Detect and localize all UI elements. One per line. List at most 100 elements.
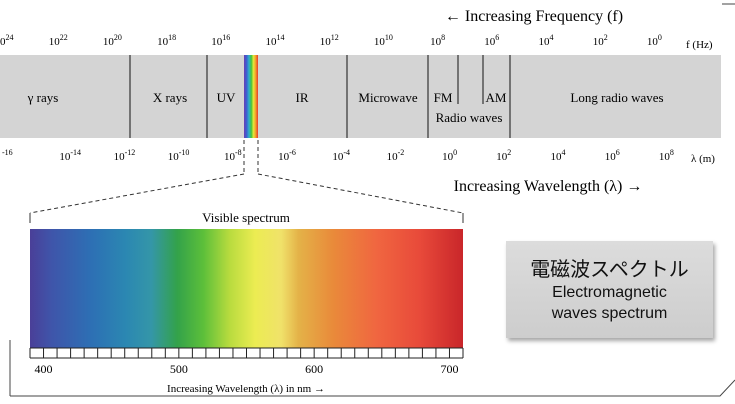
frequency-tick-label-base: 10	[430, 36, 442, 48]
frequency-tick-label-exp: 8	[441, 33, 445, 42]
band-label-xray: X rays	[153, 90, 187, 105]
frequency-tick-label-exp: 10	[385, 33, 393, 42]
wavelength-tick-label: 104	[551, 148, 566, 163]
frequency-tick-label-base: 10	[103, 36, 115, 48]
zoom-lines	[29, 140, 464, 214]
wavelength-tick-label: 10-4	[332, 148, 350, 163]
wavelength-tick-label: 108	[659, 148, 674, 163]
frequency-tick-label: 108	[430, 33, 445, 48]
wavelength-tick-label: 102	[496, 148, 511, 163]
band-label-am: AM	[486, 90, 507, 105]
band-label-gamma: γ rays	[27, 90, 59, 105]
frequency-tick-label-base: 10	[320, 36, 332, 48]
frequency-tick-label-exp: 22	[60, 33, 68, 42]
visible-tick-label: 400	[35, 362, 53, 376]
frequency-tick-label-base: 10	[157, 36, 169, 48]
band-label-long-radio: Long radio waves	[570, 90, 663, 105]
wavelength-tick-label-exp: 6	[616, 148, 620, 157]
wavelength-tick-label-exp: 2	[507, 148, 511, 157]
frequency-tick-label-base: 10	[211, 36, 223, 48]
wavelength-tick-label: 10-6	[278, 148, 296, 163]
wavelength-tick-label-base: 10	[114, 151, 126, 163]
frequency-tick-label-exp: 20	[114, 33, 122, 42]
frequency-ticks: 1024102210201018101610141012101010810610…	[0, 33, 662, 48]
caption-english-line2: waves spectrum	[551, 304, 668, 322]
band-label-fm: FM	[434, 90, 453, 105]
frequency-unit: f (Hz)	[686, 39, 713, 51]
frequency-tick-label-base: 10	[539, 36, 551, 48]
frequency-tick-label-exp: 24	[6, 33, 14, 42]
wavelength-tick-label-exp: -12	[125, 148, 136, 157]
visible-ruler	[29, 347, 464, 359]
frequency-tick-label-exp: 16	[222, 33, 230, 42]
wavelength-tick-label-exp: -4	[343, 148, 350, 157]
wavelength-tick-label: 10-12	[114, 148, 136, 163]
wavelength-tick-label-exp: -8	[235, 148, 242, 157]
frequency-tick-label: 1014	[266, 33, 285, 48]
frequency-tick-label-base: 10	[0, 36, 6, 48]
wavelength-unit: λ (m)	[691, 153, 715, 165]
wavelength-tick-label: 100	[442, 148, 457, 163]
visible-tick-labels: 400 500 600 700	[35, 362, 459, 376]
frequency-tick-label-base: 10	[593, 36, 605, 48]
wavelength-tick-label-exp: -10	[179, 148, 190, 157]
frequency-tick-label: 100	[647, 33, 662, 48]
caption-japanese: 電磁波スペクトル	[530, 256, 689, 281]
wavelength-tick-label-base: 10	[551, 151, 563, 163]
frequency-tick-label: 104	[539, 33, 554, 48]
band-label-ir: IR	[296, 90, 309, 105]
wavelength-tick-label-base: 10	[659, 151, 671, 163]
visible-axis-title: Increasing Wavelength (λ) in nm →	[167, 383, 325, 395]
frequency-tick-label-exp: 14	[277, 33, 285, 42]
wavelength-tick-label-exp: 0	[453, 148, 457, 157]
band-label-uv: UV	[217, 90, 236, 105]
frequency-tick-label: 1012	[320, 33, 339, 48]
frequency-tick-label-base: 10	[484, 36, 496, 48]
frequency-tick-label: 1010	[374, 33, 393, 48]
wavelength-tick-label: 10-10	[168, 148, 190, 163]
frequency-tick-label: 1016	[211, 33, 230, 48]
wavelength-tick-label-exp: 4	[562, 148, 566, 157]
band-dividers	[129, 55, 511, 138]
wavelength-tick-label-base: 10	[59, 151, 71, 163]
wavelength-tick-label-base: 10	[224, 151, 236, 163]
visible-tick-label: 700	[440, 362, 458, 376]
frequency-tick-label-base: 10	[49, 36, 61, 48]
wavelength-tick-label: 10-14	[59, 148, 81, 163]
frequency-tick-label-base: 10	[374, 36, 386, 48]
frequency-tick-label-base: 10	[647, 36, 659, 48]
visible-narrow-strip	[244, 55, 258, 138]
frequency-tick-label: 1022	[49, 33, 68, 48]
wavelength-tick-label-base: 10	[605, 151, 617, 163]
frequency-tick-label: 1024	[0, 33, 14, 48]
frequency-tick-label-exp: 0	[658, 33, 662, 42]
band-label-microwave: Microwave	[358, 90, 417, 105]
wavelength-axis-title: Increasing Wavelength (λ) →	[454, 178, 643, 195]
wavelength-tick-label-base: 10	[442, 151, 454, 163]
visible-spectrum-bar	[30, 229, 463, 348]
wavelength-tick-label-base: 10	[278, 151, 290, 163]
wavelength-tick-label-base: 10	[387, 151, 399, 163]
frequency-tick-label-exp: 6	[495, 33, 499, 42]
frequency-tick-label-exp: 2	[604, 33, 608, 42]
frequency-tick-label-base: 10	[266, 36, 278, 48]
spectrum-band	[0, 55, 721, 138]
frame-line	[10, 379, 735, 397]
caption-box: 電磁波スペクトル Electromagnetic waves spectrum	[506, 241, 713, 338]
wavelength-tick-label-base: 10	[496, 151, 508, 163]
caption-english-line1: Electromagnetic	[552, 283, 667, 301]
frequency-tick-label-exp: 4	[550, 33, 554, 42]
wavelength-tick-label-base: 10	[168, 151, 180, 163]
wavelength-tick-label: 10-8	[224, 148, 242, 163]
visible-spectrum-title: Visible spectrum	[202, 210, 290, 225]
wavelength-tick-label: -16	[2, 148, 13, 157]
wavelength-tick-label-exp: -2	[398, 148, 405, 157]
radio-waves-label: Radio waves	[436, 110, 503, 125]
wavelength-tick-label: 106	[605, 148, 620, 163]
visible-tick-label: 500	[170, 362, 188, 376]
visible-tick-label: 600	[305, 362, 323, 376]
frequency-axis-title: ← Increasing Frequency (f)	[445, 8, 623, 25]
frequency-tick-label: 102	[593, 33, 608, 48]
